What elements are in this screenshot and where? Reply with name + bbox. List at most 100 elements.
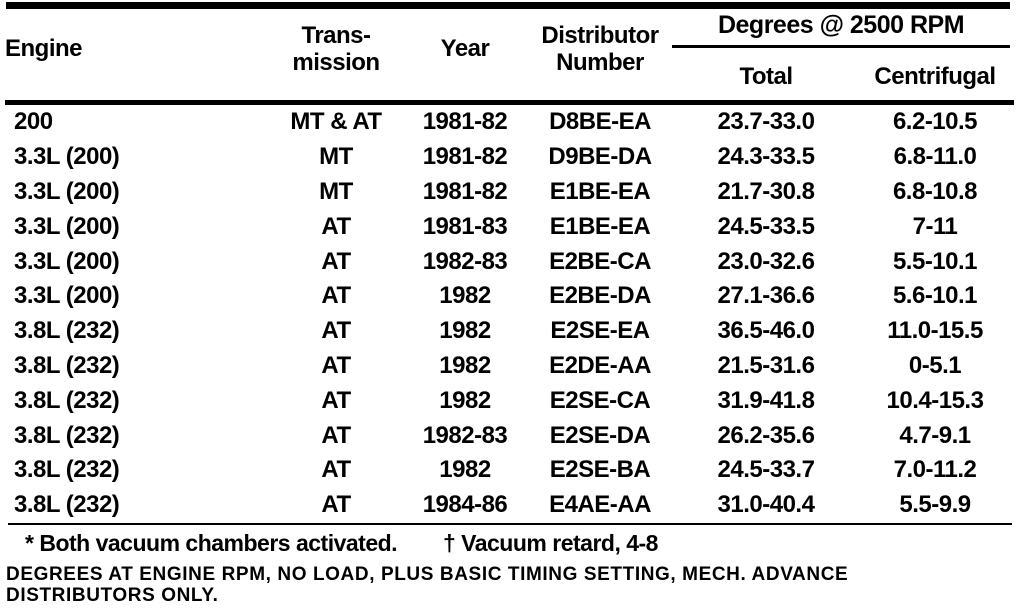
cell-engine: 3.8L (232): [14, 351, 120, 379]
cell-centrifugal: 11.0-15.5: [887, 317, 983, 345]
table-bottom-rule: [8, 522, 1012, 525]
cell-total: 24.5-33.7: [717, 456, 815, 484]
cell-year: 1982: [439, 282, 491, 310]
cell-centrifugal: 10.4-15.3: [886, 386, 984, 414]
column-header-label: Trans-: [301, 22, 371, 50]
cell-total: 24.5-33.5: [717, 212, 815, 240]
table-row: 3.8L (232) AT 1984-86 E4AE-AA 31.0-40.4 5.5-9…: [0, 488, 1024, 523]
cell-distributor: E2DE-AA: [549, 351, 651, 379]
cell-year: 1982: [439, 386, 491, 414]
cell-year: 1982: [439, 456, 491, 484]
cell-total: 31.0-40.4: [717, 491, 815, 519]
cell-centrifugal: 6.8-10.8: [892, 177, 978, 205]
cell-year: 1981-83: [422, 212, 508, 240]
table-row: 3.3L (200) AT 1982-83 E2BE-CA 23.0-32.6 5.5-1…: [0, 244, 1024, 279]
cell-year: 1982-83: [422, 247, 508, 275]
cell-transmission: MT: [319, 143, 353, 171]
cell-engine: 3.8L (232): [14, 421, 120, 449]
cell-engine: 3.8L (232): [14, 456, 120, 484]
cell-distributor: D8BE-EA: [549, 108, 651, 136]
column-header-year: Year: [402, 9, 528, 100]
cell-centrifugal: 7-11: [912, 212, 958, 240]
cell-year: 1982: [439, 317, 491, 345]
column-header-label: Year: [440, 35, 490, 63]
cell-transmission: MT & AT: [290, 108, 382, 136]
cell-distributor: E4AE-AA: [549, 491, 651, 519]
caption-line: DISTRIBUTORS ONLY.: [6, 584, 219, 606]
column-header-centrifugal: Centrifugal: [874, 63, 996, 90]
cell-year: 1981-82: [422, 143, 508, 171]
cell-centrifugal: 4.7-9.1: [899, 421, 971, 449]
cell-engine: 3.3L (200): [14, 212, 120, 240]
table-row: 3.3L (200) AT 1982 E2BE-DA 27.1-36.6 5.6-10.1: [0, 279, 1024, 314]
table-row: 3.8L (232) AT 1982 E2SE-BA 24.5-33.7 7.0-11.2: [0, 453, 1024, 488]
cell-centrifugal: 7.0-11.2: [893, 456, 977, 484]
footnote-vacuum-chambers: * Both vacuum chambers activated.: [25, 529, 398, 556]
cell-total: 21.5-31.6: [717, 351, 815, 379]
cell-centrifugal: 6.2-10.5: [892, 108, 978, 136]
column-header-label: Engine: [5, 35, 83, 63]
column-group-label: Degrees @ 2500 RPM: [672, 11, 1010, 48]
column-header-label: Distributor: [541, 22, 659, 50]
cell-distributor: E2BE-CA: [549, 247, 651, 275]
table-row: 3.8L (232) AT 1982 E2DE-AA 21.5-31.6 0-5.1: [0, 349, 1024, 384]
column-header-engine: Engine: [0, 9, 270, 100]
column-header-label: Number: [556, 48, 644, 76]
cell-transmission: AT: [321, 247, 351, 275]
cell-total: 31.9-41.8: [717, 386, 815, 414]
cell-year: 1981-82: [422, 177, 508, 205]
table-row: 3.3L (200) MT 1981-82 D9BE-DA 24.3-33.5 6.8-1…: [0, 140, 1024, 175]
table-row: 3.3L (200) AT 1981-83 E1BE-EA 24.5-33.5 7-11: [0, 209, 1024, 244]
table-row: 200 MT & AT 1981-82 D8BE-EA 23.7-33.0 6.2-10.…: [0, 105, 1024, 140]
cell-distributor: E1BE-EA: [549, 177, 651, 205]
column-group-degrees: Degrees @ 2500 RPM Total Centrifugal: [672, 9, 1010, 100]
degrees-subheaders: Total Centrifugal: [672, 63, 1010, 91]
cell-total: 21.7-30.8: [717, 177, 815, 205]
cell-transmission: AT: [321, 421, 351, 449]
table-body: 200 MT & AT 1981-82 D8BE-EA 23.7-33.0 6.2-10.…: [0, 105, 1024, 523]
cell-distributor: E2SE-EA: [550, 317, 650, 345]
table-row: 3.8L (232) AT 1982-83 E2SE-DA 26.2-35.6 4.7-9…: [0, 418, 1024, 453]
cell-total: 26.2-35.6: [717, 421, 815, 449]
cell-centrifugal: 5.5-9.9: [899, 491, 971, 519]
caption-line: DEGREES AT ENGINE RPM, NO LOAD, PLUS BAS…: [6, 563, 849, 585]
table-header: Engine Trans- mission Year Distributor N…: [0, 9, 1024, 100]
cell-engine: 3.3L (200): [14, 143, 120, 171]
cell-centrifugal: 5.5-10.1: [892, 247, 978, 275]
table-row: 3.8L (232) AT 1982 E2SE-CA 31.9-41.8 10.4-15.…: [0, 383, 1024, 418]
cell-distributor: E2SE-DA: [549, 421, 651, 449]
cell-transmission: AT: [321, 456, 351, 484]
footnotes-row: * Both vacuum chambers activated. † Vacu…: [0, 525, 1024, 557]
cell-engine: 3.3L (200): [14, 177, 120, 205]
cell-transmission: AT: [321, 351, 351, 379]
cell-year: 1982: [439, 351, 491, 379]
header-divider-rule: [5, 100, 1014, 105]
cell-total: 23.7-33.0: [717, 108, 815, 136]
cell-distributor: E2SE-CA: [549, 386, 651, 414]
cell-year: 1981-82: [422, 108, 508, 136]
cell-engine: 3.8L (232): [14, 386, 120, 414]
cell-transmission: AT: [321, 386, 351, 414]
cell-transmission: AT: [321, 212, 351, 240]
cell-distributor: E2SE-BA: [549, 456, 651, 484]
cell-centrifugal: 6.8-11.0: [893, 143, 977, 171]
cell-engine: 3.8L (232): [14, 317, 120, 345]
cell-total: 36.5-46.0: [717, 317, 815, 345]
table-caption: DEGREES AT ENGINE RPM, NO LOAD, PLUS BAS…: [0, 557, 1024, 606]
cell-transmission: AT: [321, 317, 351, 345]
cell-engine: 3.8L (232): [14, 491, 120, 519]
column-header-transmission: Trans- mission: [270, 9, 402, 100]
table-top-rule: [6, 2, 1010, 9]
cell-transmission: MT: [319, 177, 353, 205]
cell-centrifugal: 0-5.1: [908, 351, 962, 379]
cell-distributor: E1BE-EA: [549, 212, 651, 240]
footnote-vacuum-retard: † Vacuum retard, 4-8: [442, 529, 659, 556]
cell-distributor: E2BE-DA: [549, 282, 651, 310]
cell-year: 1982-83: [422, 421, 508, 449]
cell-centrifugal: 5.6-10.1: [892, 282, 978, 310]
column-header-label: mission: [292, 48, 380, 76]
table-row: 3.8L (232) AT 1982 E2SE-EA 36.5-46.0 11.0-15.…: [0, 314, 1024, 349]
cell-engine: 3.3L (200): [14, 282, 120, 310]
cell-total: 27.1-36.6: [717, 282, 815, 310]
